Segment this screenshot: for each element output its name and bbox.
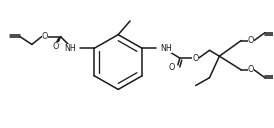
Text: O: O [192, 54, 199, 63]
Text: O: O [248, 36, 254, 45]
Text: O: O [52, 42, 59, 51]
Text: O: O [169, 63, 175, 72]
Text: O: O [248, 65, 254, 74]
Text: O: O [41, 32, 48, 41]
Text: NH: NH [65, 44, 76, 53]
Text: NH: NH [160, 44, 172, 53]
